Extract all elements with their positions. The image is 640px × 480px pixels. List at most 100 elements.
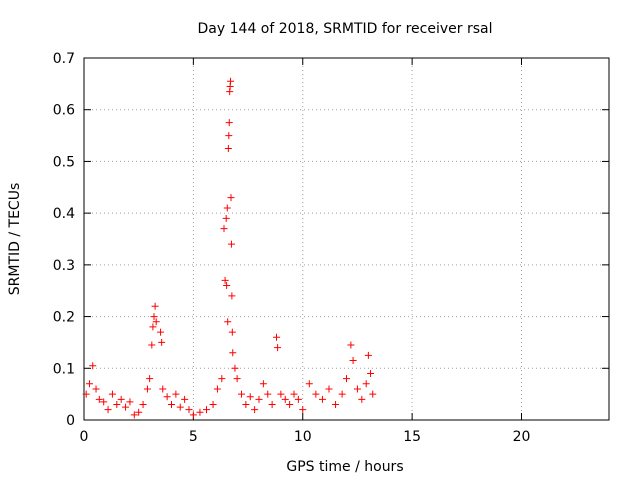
y-tick-label: 0.2: [53, 310, 75, 326]
data-point: [231, 364, 239, 372]
data-point: [168, 400, 175, 408]
data-point: [130, 411, 138, 419]
data-point: [117, 395, 125, 403]
data-point: [364, 351, 372, 359]
data-point: [251, 406, 259, 414]
data-point: [338, 390, 346, 398]
data-point: [369, 390, 377, 398]
data-point: [203, 406, 210, 414]
data-point: [332, 400, 340, 408]
data-point: [225, 119, 233, 127]
data-point: [143, 385, 151, 393]
x-tick-label: 20: [513, 429, 531, 445]
data-point: [126, 398, 134, 406]
data-point: [113, 400, 121, 408]
data-point: [224, 318, 232, 326]
data-point: [104, 406, 112, 414]
data-point: [89, 362, 97, 370]
data-point: [229, 349, 237, 357]
data-point: [172, 390, 180, 398]
data-point: [223, 204, 231, 212]
data-point: [95, 395, 103, 403]
data-point: [281, 395, 289, 403]
data-point: [151, 302, 159, 310]
data-point: [146, 375, 154, 383]
data-point: [259, 380, 267, 388]
data-point: [224, 145, 232, 152]
data-point: [222, 214, 230, 222]
data-point: [181, 395, 189, 403]
data-point: [157, 328, 165, 336]
data-point: [238, 390, 245, 398]
data-point: [358, 395, 366, 403]
data-point: [290, 390, 298, 398]
data-point: [299, 406, 307, 414]
data-point: [349, 357, 357, 365]
data-point: [82, 390, 90, 398]
data-point: [286, 400, 294, 408]
x-tick-label: 10: [294, 429, 312, 445]
y-tick-label: 0.4: [53, 206, 75, 222]
x-tick-labels: 0 5 10 15 20: [80, 429, 531, 445]
data-point: [149, 323, 157, 331]
plot-frame: [83, 57, 610, 421]
data-point: [362, 380, 370, 388]
data-points: [82, 77, 377, 419]
data-point: [227, 194, 235, 202]
data-point: [150, 313, 158, 321]
data-point: [189, 411, 197, 419]
data-point: [347, 341, 355, 349]
data-point: [367, 369, 375, 377]
axis-ticks: [83, 57, 609, 421]
data-point: [353, 385, 361, 393]
data-point: [85, 380, 93, 388]
data-point: [228, 292, 236, 300]
data-point: [135, 408, 143, 416]
data-point: [227, 77, 235, 85]
y-tick-labels: 0 0.1 0.2 0.3 0.4 0.5 0.6 0.7: [53, 51, 75, 429]
data-point: [185, 406, 193, 414]
data-point: [92, 385, 100, 393]
data-point: [218, 375, 226, 383]
data-point: [268, 400, 276, 408]
y-tick-label: 0.3: [53, 258, 75, 274]
data-point: [163, 393, 171, 401]
x-tick-label: 15: [403, 429, 421, 445]
data-point: [209, 400, 217, 408]
y-axis-title: SRMTID / TECUs: [7, 183, 23, 296]
data-point: [213, 385, 221, 393]
x-tick-label: 0: [80, 429, 89, 445]
x-axis-title: GPS time / hours: [286, 459, 403, 475]
data-point: [220, 225, 228, 233]
data-point: [277, 390, 285, 398]
y-tick-label: 0: [66, 413, 75, 429]
data-point: [242, 400, 250, 408]
data-point: [273, 333, 280, 341]
data-point: [159, 385, 167, 393]
data-point: [225, 132, 233, 140]
data-point: [176, 403, 184, 411]
data-point: [343, 375, 350, 383]
data-point: [246, 393, 254, 401]
gridlines: [84, 58, 609, 420]
data-point: [221, 276, 229, 284]
chart-title: Day 144 of 2018, SRMTID for receiver rsa…: [198, 21, 493, 37]
data-point: [294, 395, 302, 403]
data-point: [255, 395, 263, 403]
y-tick-label: 0.6: [53, 103, 75, 119]
y-tick-label: 0.1: [53, 361, 75, 377]
data-point: [196, 408, 204, 416]
data-point: [325, 385, 333, 393]
data-point: [318, 395, 326, 403]
data-point: [312, 390, 320, 398]
data-point: [223, 282, 231, 290]
data-point: [227, 240, 235, 248]
data-point: [274, 344, 282, 352]
data-point: [228, 328, 236, 336]
data-point: [108, 390, 116, 398]
data-point: [158, 338, 166, 346]
data-point: [122, 403, 130, 411]
x-tick-label: 5: [189, 429, 198, 445]
data-point: [148, 341, 156, 349]
